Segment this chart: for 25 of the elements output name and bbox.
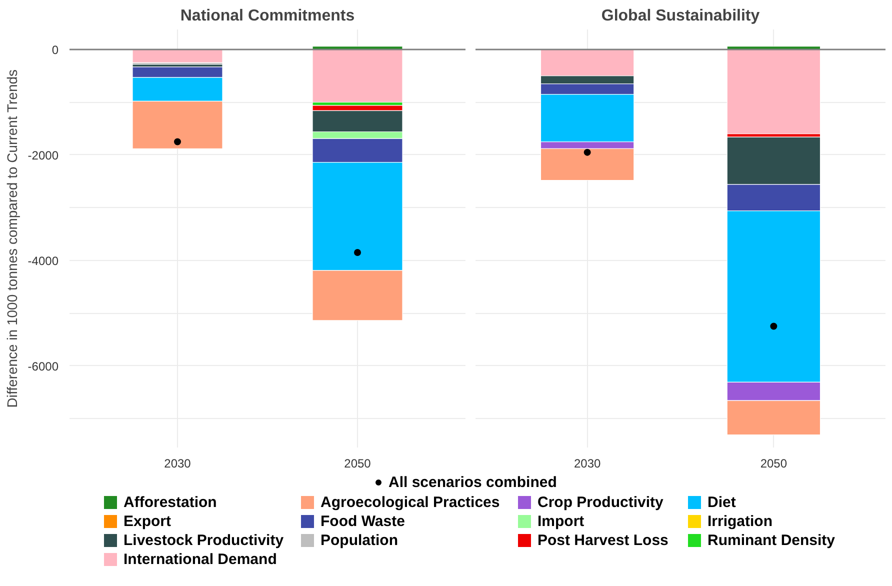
x-tick-label: 2030 [164, 456, 192, 470]
y-axis-title: Difference in 1000 tonnes compared to Current Trends [4, 69, 20, 408]
y-tick-label: 0 [52, 43, 59, 58]
legend-label: Population [320, 532, 398, 549]
legend-label: Import [538, 513, 584, 530]
legend-label: All scenarios combined [388, 474, 557, 491]
y-tick-label: -2000 [28, 148, 59, 162]
legend-label: Agroecological Practices [320, 494, 500, 511]
legend-label: Ruminant Density [708, 532, 836, 549]
legend-label: Afforestation [124, 494, 217, 511]
x-tick-label: 2050 [760, 456, 788, 470]
chart-title: Global Sustainability [601, 8, 760, 24]
legend-label: Irrigation [708, 513, 773, 530]
legend-label: Food Waste [320, 513, 405, 530]
legend-label: Diet [708, 494, 736, 511]
legend-label: International Demand [124, 551, 277, 568]
chart-title: National Commitments [180, 8, 355, 24]
x-tick-label: 2030 [574, 456, 601, 470]
x-tick-label: 2050 [344, 456, 372, 470]
legend-label: Export [124, 513, 172, 530]
legend-label: Livestock Productivity [124, 532, 284, 549]
y-tick-label: -4000 [28, 254, 59, 268]
legend-label: Post Harvest Loss [538, 532, 668, 549]
y-tick-label: -6000 [28, 359, 59, 374]
legend-label: Crop Productivity [538, 494, 664, 511]
